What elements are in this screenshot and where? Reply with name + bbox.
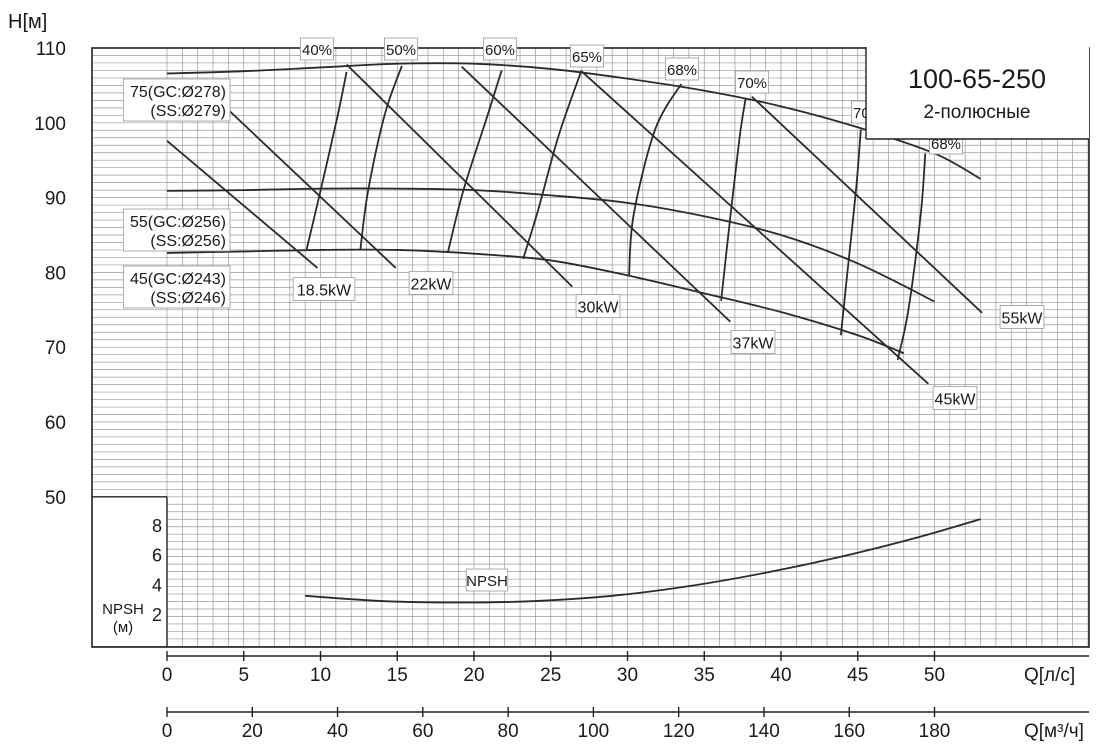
x2-tick-label: 100 (578, 721, 610, 742)
title-box (866, 47, 1089, 139)
impeller-label: 75(GC:Ø278) (130, 84, 226, 101)
y-tick-label: 110 (36, 39, 66, 60)
power-label-box (932, 386, 978, 410)
impeller-label: (SS:Ø246) (150, 290, 226, 307)
power-curve (461, 66, 731, 323)
efficiency-curve (628, 83, 683, 277)
power-curve (580, 70, 929, 385)
power-label-box (408, 271, 454, 295)
x2-tick-label: 160 (833, 721, 865, 742)
x-tick-label: 0 (162, 665, 173, 686)
impeller-label-box (123, 208, 231, 252)
npsh-axis-label: NPSH (102, 601, 144, 618)
npsh-curve-label-box (465, 568, 509, 592)
npsh-tick-label: 8 (152, 516, 162, 536)
efficiency-curve (720, 97, 747, 301)
power-curve (166, 140, 319, 269)
impeller-label: (SS:Ø279) (150, 103, 226, 120)
power-label: 18.5kW (297, 283, 352, 300)
power-label: 37kW (733, 336, 775, 353)
power-label: 45kW (935, 392, 977, 409)
x-tick-label: 15 (387, 665, 408, 686)
impeller-label: 55(GC:Ø256) (130, 214, 226, 231)
x-tick-label: 5 (238, 665, 249, 686)
impeller-label: (SS:Ø256) (150, 233, 226, 250)
x-tick-label: 35 (694, 665, 715, 686)
npsh-tick-label: 4 (152, 575, 162, 595)
efficiency-curve (522, 70, 583, 260)
x-tick-label: 45 (847, 665, 868, 686)
efficiency-curve (305, 71, 348, 250)
power-label: 30kW (578, 300, 620, 317)
chart-title: 100-65-250 (908, 64, 1046, 94)
efficiency-label: 50% (386, 42, 416, 59)
power-label-box (292, 277, 356, 301)
power-curve (751, 95, 983, 314)
power-label-box (999, 305, 1045, 329)
x2-tick-label: 60 (412, 721, 433, 742)
y-axis-label: H[м] (8, 11, 47, 33)
x-tick-label: 10 (310, 665, 331, 686)
efficiency-label-box (570, 44, 605, 68)
npsh-axis-unit: (м) (113, 619, 133, 636)
x2-tick-label: 40 (327, 721, 348, 742)
impeller-label: 45(GC:Ø243) (130, 271, 226, 288)
chart-subtitle: 2-полюсные (924, 102, 1031, 123)
curve-labels: 75(GC:Ø278) (SS:Ø279) 55(GC:Ø256) (SS:Ø256)… (123, 37, 1045, 592)
efficiency-label-box (383, 37, 418, 61)
npsh-tick-label: 6 (152, 546, 162, 566)
efficiency-curve (359, 65, 403, 250)
x-tick-label: 25 (540, 665, 561, 686)
efficiency-label-box (735, 70, 770, 94)
impeller-label-box (123, 265, 231, 309)
power-curve (345, 63, 573, 288)
impeller-curve (166, 62, 981, 180)
efficiency-label: 68% (931, 136, 961, 153)
power-label: 22kW (411, 277, 453, 294)
x-tick-label: 30 (617, 665, 638, 686)
npsh-curve (305, 518, 981, 604)
y-tick-label: 70 (45, 338, 66, 359)
efficiency-label: 40% (302, 42, 332, 59)
x2-tick-label: 20 (242, 721, 263, 742)
efficiency-curve (896, 153, 927, 361)
efficiency-label-box (299, 37, 334, 61)
efficiency-label: 65% (572, 49, 602, 66)
impeller-curve (166, 187, 935, 303)
x2-axis-label: Q[м³/ч] (1024, 721, 1084, 742)
x-tick-label: 50 (924, 665, 945, 686)
y-tick-label: 80 (45, 263, 66, 284)
curves (166, 62, 983, 604)
npsh-panel-bg (93, 497, 167, 646)
x2-tick-label: 80 (498, 721, 519, 742)
npsh-axis-panel (92, 496, 168, 647)
npsh-curve-label: NPSH (466, 573, 508, 590)
x2-tick-label: 180 (919, 721, 951, 742)
efficiency-curve (447, 70, 503, 253)
efficiency-label-box (665, 57, 700, 81)
efficiency-label: 68% (667, 62, 697, 79)
npsh-tick-label: 2 (152, 605, 162, 625)
y-tick-label: 90 (45, 189, 66, 210)
x-tick-label: 40 (770, 665, 791, 686)
power-label: 55kW (1002, 311, 1044, 328)
efficiency-label-box (482, 37, 517, 61)
x2-tick-label: 140 (748, 721, 780, 742)
y-tick-label: 60 (45, 413, 66, 434)
impeller-label-box (123, 78, 231, 122)
power-curve (221, 103, 397, 269)
efficiency-label: 70% (737, 75, 767, 92)
x-tick-label: 20 (463, 665, 484, 686)
y-tick-label: 100 (34, 114, 66, 135)
x2-tick-label: 120 (663, 721, 695, 742)
efficiency-label: 60% (485, 42, 515, 59)
x2-tick-label: 0 (162, 721, 173, 742)
power-label-box (730, 330, 776, 354)
y-tick-label: 50 (45, 488, 66, 509)
x-axis-label: Q[л/с] (1024, 665, 1075, 686)
power-label-box (575, 294, 621, 318)
